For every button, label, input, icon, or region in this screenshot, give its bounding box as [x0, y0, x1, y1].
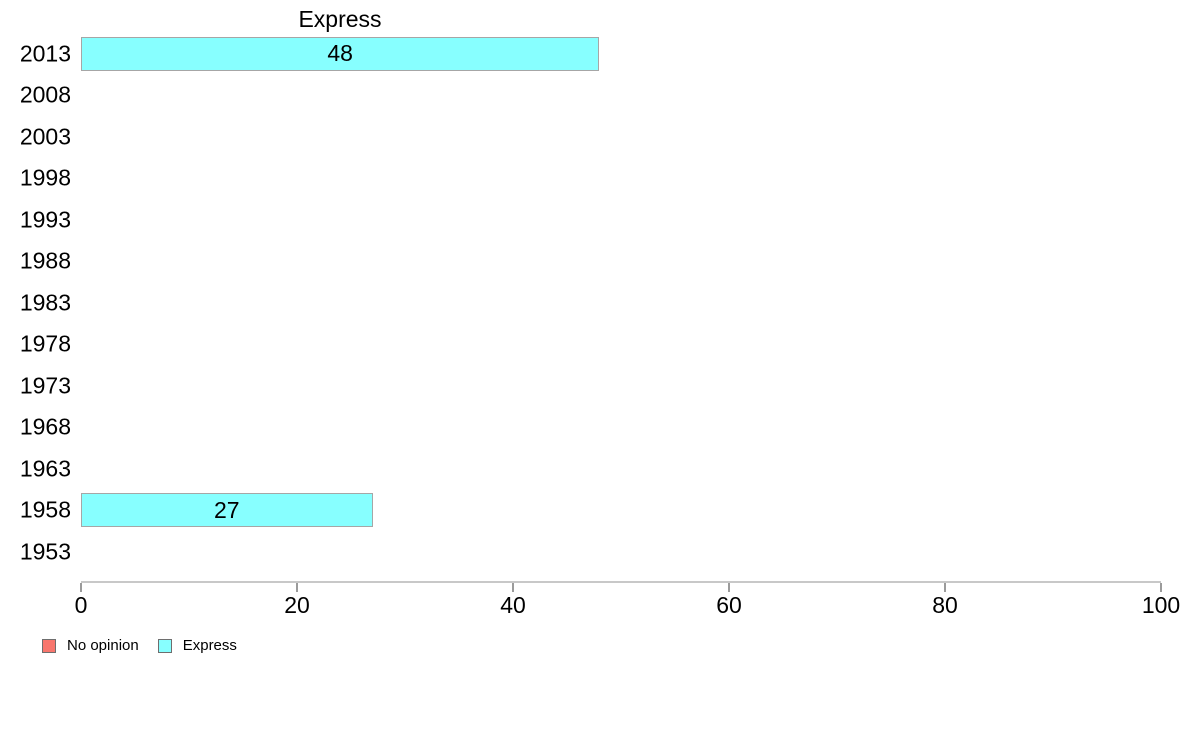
- legend-label: No opinion: [67, 637, 139, 654]
- chart-row: 1963: [0, 448, 1188, 490]
- y-axis-label: 1973: [19, 372, 71, 399]
- plot-area: 2013 48 2008 2003 1998 1993 1988 1983 1978 1973 19…: [0, 33, 1188, 573]
- chart-row: 1953: [0, 531, 1188, 573]
- chart-row: 1993: [0, 199, 1188, 241]
- x-axis-line: [81, 581, 1161, 583]
- legend-label: Express: [182, 637, 237, 654]
- x-axis-tick-label: 100: [1141, 592, 1181, 618]
- legend-swatch: [42, 638, 56, 653]
- legend-item-express: Express: [157, 637, 237, 654]
- y-axis-label: 1963: [19, 455, 71, 482]
- y-axis-label: 1978: [19, 330, 71, 357]
- y-axis-label: 2013: [19, 40, 71, 67]
- y-axis-label: 1998: [19, 164, 71, 191]
- x-axis-tick-mark: [296, 583, 298, 592]
- y-axis-label: 2008: [19, 81, 71, 108]
- x-axis-tick-mark: [80, 583, 82, 592]
- x-axis-tick-label: 20: [284, 592, 310, 618]
- chart-row: 1978: [0, 324, 1188, 366]
- x-axis-tick-label: 40: [500, 592, 526, 618]
- chart-row: 2008: [0, 75, 1188, 117]
- y-axis-label: 1983: [19, 289, 71, 316]
- bar-express-2013: 48: [81, 36, 600, 71]
- legend: No opinion Express: [42, 637, 237, 654]
- chart-row: 2013 48: [0, 33, 1188, 75]
- x-axis-tick-mark: [512, 583, 514, 592]
- x-axis-tick-mark: [1160, 583, 1162, 592]
- chart-row: 1983: [0, 282, 1188, 324]
- chart-row: 1968: [0, 407, 1188, 449]
- y-axis-label: 1968: [19, 413, 71, 440]
- bar-value-label: 27: [214, 496, 240, 523]
- y-axis-label: 1953: [19, 538, 71, 565]
- bar-value-label: 48: [327, 40, 353, 67]
- x-axis-tick-label: 60: [716, 592, 742, 618]
- legend-item-no-opinion: No opinion: [42, 637, 139, 654]
- bar-express-1958: 27: [81, 493, 373, 528]
- legend-swatch: [157, 638, 172, 653]
- y-axis-label: 1993: [19, 206, 71, 233]
- x-axis-tick-label: 0: [74, 592, 88, 618]
- x-axis-tick-label: 80: [932, 592, 958, 618]
- y-axis-label: 1958: [19, 496, 71, 523]
- chart-title: Express: [298, 6, 382, 32]
- chart-row: 1998: [0, 158, 1188, 200]
- x-axis-tick-mark: [728, 583, 730, 592]
- chart-row: 1958 27: [0, 490, 1188, 532]
- chart-row: 1988: [0, 241, 1188, 283]
- chart-row: 1973: [0, 365, 1188, 407]
- y-axis-label: 2003: [19, 123, 71, 150]
- chart-row: 2003: [0, 116, 1188, 158]
- x-axis-tick-mark: [944, 583, 946, 592]
- y-axis-label: 1988: [19, 247, 71, 274]
